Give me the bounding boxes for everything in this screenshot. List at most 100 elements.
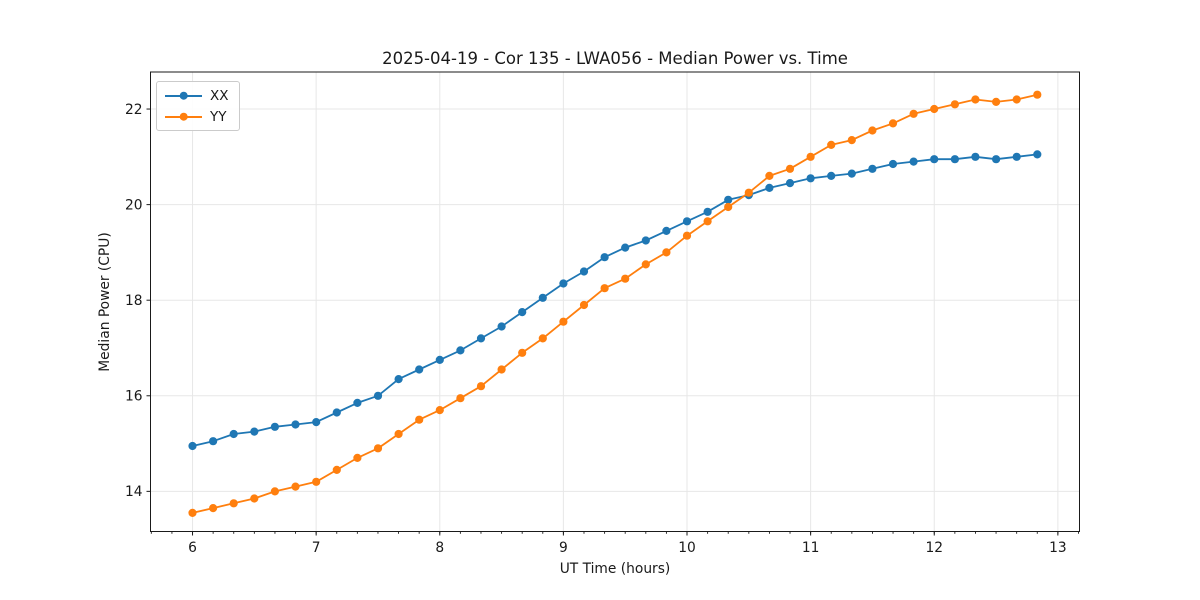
data-point-marker	[579, 267, 589, 276]
data-point-marker	[600, 284, 609, 293]
data-point-marker	[662, 226, 671, 235]
x-tick-label: 12	[925, 540, 943, 556]
data-point-marker	[209, 504, 218, 513]
data-point-marker	[621, 274, 630, 283]
data-point-marker	[827, 140, 836, 149]
data-point-marker	[744, 188, 753, 197]
data-point-marker	[600, 253, 609, 262]
data-point-marker	[435, 355, 444, 364]
data-point-marker	[250, 427, 259, 436]
data-point-marker	[476, 334, 486, 343]
data-point-marker	[888, 119, 898, 128]
data-point-marker	[188, 441, 197, 451]
data-point-marker	[950, 155, 960, 164]
plot-border	[150, 71, 1080, 532]
data-point-marker	[579, 300, 589, 310]
data-point-marker	[971, 95, 980, 104]
series-line	[191, 93, 1039, 514]
data-point-marker	[291, 420, 300, 429]
data-point-marker	[1012, 95, 1021, 104]
data-point-marker	[456, 394, 465, 403]
data-point-marker	[662, 248, 671, 257]
data-point-marker	[888, 159, 898, 169]
data-point-marker	[785, 164, 795, 173]
data-point-marker	[847, 136, 856, 145]
data-point-marker	[641, 236, 650, 245]
data-point-marker	[703, 217, 712, 226]
data-point-marker	[497, 365, 506, 374]
data-point-marker	[621, 243, 630, 252]
data-point-marker	[435, 406, 444, 415]
data-point-marker	[1033, 90, 1042, 99]
y-tick-label: 16	[125, 389, 143, 405]
data-point-marker	[847, 169, 856, 178]
data-point-marker	[785, 179, 795, 188]
legend-marker-xx-icon	[165, 91, 202, 101]
data-point-marker	[930, 155, 939, 164]
data-point-marker	[930, 104, 939, 114]
data-point-marker	[724, 195, 733, 204]
data-point-marker	[992, 155, 1001, 164]
x-tick-label: 6	[188, 540, 197, 556]
y-tick-label: 22	[125, 102, 143, 118]
data-point-marker	[868, 164, 877, 173]
data-point-marker	[765, 183, 774, 192]
data-point-marker	[765, 171, 774, 180]
legend-label-yy: YY	[210, 108, 227, 125]
data-point-marker	[250, 494, 259, 503]
data-point-marker	[394, 375, 403, 384]
y-tick-label: 18	[125, 293, 143, 309]
data-point-marker	[353, 453, 362, 462]
data-point-marker	[682, 231, 692, 240]
chart-title: 2025-04-19 - Cor 135 - LWA056 - Median P…	[382, 49, 848, 68]
data-point-marker	[373, 444, 383, 453]
data-point-marker	[332, 465, 341, 474]
data-point-marker	[703, 207, 712, 216]
data-point-marker	[682, 217, 692, 226]
data-point-marker	[209, 437, 218, 446]
data-point-marker	[559, 317, 568, 326]
data-point-marker	[270, 422, 279, 431]
data-point-marker	[291, 482, 300, 491]
data-point-marker	[868, 126, 877, 135]
data-point-marker	[827, 171, 836, 180]
data-point-marker	[476, 382, 486, 391]
data-point-marker	[415, 415, 424, 424]
data-point-marker	[806, 152, 815, 161]
data-point-marker	[724, 202, 733, 212]
data-point-marker	[806, 174, 815, 183]
x-tick-label: 10	[678, 540, 696, 556]
x-axis-label: UT Time (hours)	[559, 561, 671, 577]
data-point-marker	[518, 308, 527, 317]
data-point-marker	[1012, 152, 1021, 161]
data-point-marker	[229, 429, 238, 439]
data-point-marker	[992, 97, 1001, 106]
data-point-marker	[641, 260, 650, 269]
data-point-marker	[971, 152, 980, 161]
data-point-marker	[394, 429, 403, 439]
legend-marker-yy-icon	[165, 112, 202, 122]
series-yy	[188, 90, 1042, 517]
data-point-marker	[312, 418, 321, 427]
x-tick-label: 13	[1049, 540, 1067, 556]
legend-item-xx: XX	[165, 85, 229, 106]
data-point-marker	[559, 279, 568, 288]
data-point-marker	[415, 365, 424, 374]
data-point-marker	[950, 100, 960, 109]
data-point-marker	[312, 477, 321, 486]
data-point-marker	[456, 346, 465, 355]
series-xx	[188, 150, 1042, 451]
y-tick-label: 14	[125, 484, 143, 500]
data-point-marker	[353, 398, 362, 407]
data-point-marker	[229, 499, 238, 508]
data-point-marker	[270, 487, 279, 496]
data-point-marker	[188, 508, 197, 517]
data-point-marker	[1033, 150, 1042, 159]
data-point-marker	[538, 293, 547, 302]
data-point-marker	[909, 157, 918, 166]
x-tick-label: 7	[312, 540, 321, 556]
data-point-marker	[538, 334, 547, 343]
data-point-marker	[518, 348, 527, 357]
data-point-marker	[373, 391, 383, 400]
